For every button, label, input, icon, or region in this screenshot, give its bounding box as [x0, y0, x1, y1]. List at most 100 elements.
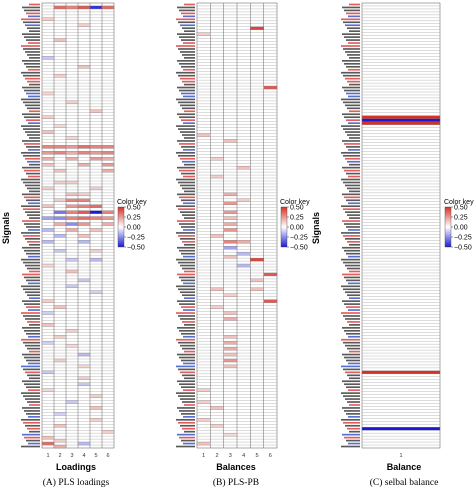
heatmap-cell [77, 151, 91, 155]
color-key-title: Color key [280, 199, 310, 206]
color-key-tick-label: 0.50 [290, 204, 304, 211]
heatmap-cell [101, 430, 115, 434]
signal-label-mark [179, 356, 195, 359]
signal-label-mark [28, 202, 40, 205]
signal-label-mark [349, 404, 360, 406]
signal-label-mark [23, 208, 40, 211]
signal-label-mark [26, 92, 40, 95]
signal-label-mark [178, 341, 195, 344]
signal-label-mark [23, 21, 40, 24]
heatmap-cell [41, 186, 55, 191]
signal-label-mark [27, 267, 40, 270]
heatmap-cell [53, 335, 67, 339]
signal-label-mark [343, 21, 360, 24]
heatmap-cell [361, 370, 441, 374]
signal-label-mark [341, 205, 360, 208]
signal-label-mark [184, 324, 195, 326]
heatmap-cell [89, 418, 103, 422]
signal-label-mark [26, 119, 40, 122]
signal-label-mark [349, 137, 360, 139]
signal-label-mark [28, 255, 40, 258]
heatmap-cell [53, 74, 67, 78]
heatmap-cell [196, 441, 211, 446]
signal-label-mark [28, 95, 40, 98]
heatmap-cell [89, 257, 103, 262]
heatmap-cell [41, 157, 55, 161]
signal-label-mark [27, 187, 40, 190]
signal-label-mark [184, 3, 195, 6]
column-tick-label: 1 [399, 453, 402, 459]
heatmap-cell [65, 136, 79, 140]
signal-label-mark [176, 98, 195, 101]
signal-label-mark [180, 211, 195, 213]
signal-label-mark [22, 60, 40, 62]
signal-label-mark [178, 21, 195, 24]
signal-label-mark [179, 116, 195, 119]
signal-label-mark [341, 338, 360, 341]
signal-label-mark [21, 45, 40, 47]
signal-label-mark [23, 101, 40, 104]
signal-label-mark [184, 30, 195, 33]
signal-label-mark [26, 332, 40, 335]
signal-label-mark [22, 246, 40, 249]
color-key-tick-label: 0.00 [454, 224, 468, 231]
signal-label-mark [342, 407, 360, 409]
signal-label-mark [21, 285, 40, 288]
heatmap-cell [65, 228, 79, 232]
signal-label-mark [27, 321, 40, 323]
signal-label-mark [341, 312, 360, 314]
heatmap-cell [236, 166, 251, 170]
heatmap-cells [41, 5, 115, 449]
signal-label-mark [178, 368, 195, 371]
signal-label-mark [341, 258, 360, 261]
heatmap-cell [77, 382, 91, 386]
signal-label-mark [345, 318, 360, 320]
signal-label-mark [27, 214, 40, 216]
signal-label-mark [25, 238, 40, 240]
signal-label-mark [23, 74, 40, 77]
signal-label-mark [348, 15, 360, 18]
signal-label-list [176, 3, 195, 448]
signal-label-mark [343, 315, 360, 317]
signal-label-mark [23, 288, 40, 291]
signal-label-mark [27, 27, 40, 30]
signal-label-mark [22, 327, 40, 329]
heatmap-cell [223, 352, 238, 357]
signal-label-mark [180, 157, 195, 160]
signal-label-mark [349, 270, 360, 273]
signal-label-mark [178, 101, 195, 104]
signal-label-mark [24, 9, 40, 12]
signal-label-mark [24, 383, 40, 386]
signal-label-mark [348, 202, 360, 205]
signal-label-mark [180, 344, 195, 347]
signal-label-mark [29, 377, 40, 380]
signal-label-mark [26, 279, 40, 282]
signal-label-mark [21, 232, 40, 234]
heatmap-cell [223, 433, 238, 437]
signal-label-mark [178, 74, 195, 77]
signal-label-mark [21, 258, 40, 261]
heatmap-cell [53, 5, 67, 10]
heatmap-cell [41, 441, 55, 446]
heatmap-cell [65, 329, 79, 333]
signal-label-mark [22, 220, 40, 222]
signal-label-mark [24, 223, 40, 225]
signal-label-mark [344, 116, 360, 119]
signal-label-mark [179, 329, 195, 332]
signal-label-mark [347, 54, 360, 56]
heatmap-cell [223, 240, 238, 244]
signal-label-mark [184, 404, 195, 406]
signal-label-mark [178, 154, 195, 157]
color-key-tick-label: −0.50 [454, 244, 472, 251]
heatmap-cell [41, 130, 55, 134]
heatmap-cell [101, 168, 115, 173]
signal-label-mark [23, 315, 40, 317]
heatmap-cell [41, 388, 55, 392]
signal-label-mark [346, 359, 360, 362]
heatmap-cell [77, 192, 91, 196]
signal-label-mark [29, 137, 40, 139]
signal-label-mark [344, 276, 360, 279]
signal-label-mark [26, 413, 40, 415]
